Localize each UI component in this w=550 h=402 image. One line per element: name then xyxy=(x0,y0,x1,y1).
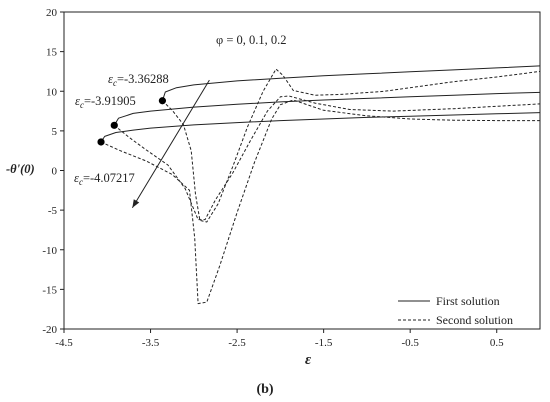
critical-point xyxy=(97,138,105,146)
first-solution-line-3 xyxy=(100,112,541,143)
x-axis-label: ε xyxy=(305,352,312,368)
second-solution-line-2 xyxy=(113,95,541,221)
critical-point-label: εc=-4.07217 xyxy=(74,171,135,187)
critical-points xyxy=(97,97,167,146)
y-tick-label: 10 xyxy=(46,86,58,98)
x-tick-label: -3.5 xyxy=(142,337,160,349)
x-tick-label: -4.5 xyxy=(55,337,73,349)
y-tick-label: -5 xyxy=(48,205,58,217)
y-tick-label: -20 xyxy=(42,324,57,336)
critical-point-labels: εc=-3.36288 εc=-3.91905 εc=-4.07217 xyxy=(74,72,169,187)
critical-point xyxy=(110,121,118,129)
first-solution-line-2 xyxy=(113,91,541,126)
series-group xyxy=(100,65,541,305)
y-tick-label: 20 xyxy=(46,7,58,19)
arrow-label: φ = 0, 0.1, 0.2 xyxy=(216,33,287,47)
critical-point-label: εc=-3.91905 xyxy=(75,94,136,110)
y-tick-label: 5 xyxy=(52,126,58,138)
first-solution-line-1 xyxy=(161,65,541,101)
panel-label: (b) xyxy=(256,382,273,397)
second-solution-line-3 xyxy=(100,99,540,305)
y-tick-label: 15 xyxy=(46,47,58,59)
axis-ticks: -4.5 -3.5 -2.5 -1.5 -0.5 0.5 -20 -15 -10 -5 0 5 10 15… xyxy=(42,7,504,349)
y-axis-label: -θ'(0) xyxy=(6,162,35,176)
critical-point-label: εc=-3.36288 xyxy=(108,72,169,88)
x-tick-label: -2.5 xyxy=(228,337,246,349)
y-tick-label: -10 xyxy=(42,245,57,257)
x-tick-label: -0.5 xyxy=(401,337,419,349)
legend-label-second: Second solution xyxy=(436,313,513,327)
legend: First solution Second solution xyxy=(398,294,513,327)
y-tick-label: 0 xyxy=(52,166,58,178)
parameter-arrow xyxy=(131,79,210,209)
arrow-line xyxy=(131,79,210,209)
x-tick-label: -1.5 xyxy=(315,337,333,349)
y-tick-label: -15 xyxy=(42,284,57,296)
critical-point xyxy=(158,97,167,105)
second-solution-line-1 xyxy=(162,68,541,223)
legend-label-first: First solution xyxy=(436,294,500,308)
plot-frame xyxy=(63,11,541,330)
x-tick-label: 0.5 xyxy=(490,337,504,349)
arrow-head xyxy=(132,199,140,208)
